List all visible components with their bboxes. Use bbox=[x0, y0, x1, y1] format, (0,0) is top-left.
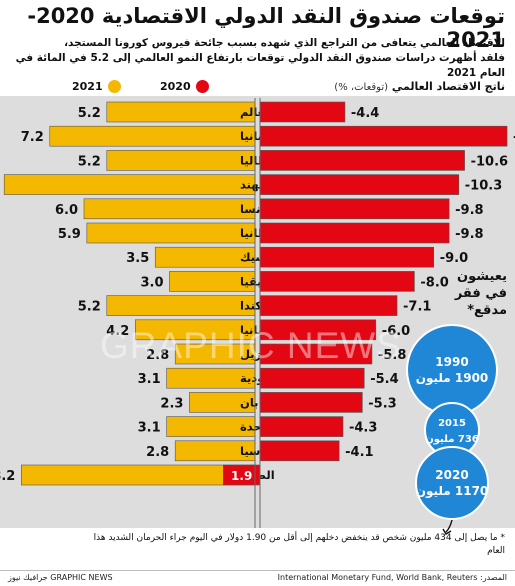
bar-2020 bbox=[259, 319, 377, 341]
credit-text: جرافيك نيوز GRAPHIC NEWS bbox=[8, 573, 113, 582]
data-label-2020: -9.8 bbox=[455, 203, 483, 218]
category-label: كندا bbox=[240, 299, 262, 313]
data-label-2021: 8.2 bbox=[0, 469, 15, 484]
data-label-2020: -10.3 bbox=[465, 179, 502, 194]
bar-2020 bbox=[259, 416, 344, 437]
data-label-2021: 4.2 bbox=[106, 324, 129, 339]
panel-label-unit: (توقعات، %) bbox=[334, 82, 389, 93]
poverty-value: 736 مليون bbox=[425, 434, 479, 445]
data-label-2021: 2.8 bbox=[146, 445, 169, 460]
data-label-2020: -6.0 bbox=[382, 324, 410, 339]
bar-2020 bbox=[259, 440, 340, 462]
panel-label: ناتج الاقتصاد العالمي (توقعات، %) bbox=[334, 80, 505, 93]
bar-2020 bbox=[259, 392, 363, 413]
bar-2021 bbox=[106, 150, 256, 171]
bar-2020 bbox=[259, 198, 450, 220]
poverty-year: 2015 bbox=[438, 418, 466, 429]
bar-2020 bbox=[259, 150, 465, 171]
legend-2021-swatch bbox=[107, 80, 121, 93]
page-title: توقعات صندوق النقد الدولي الاقتصادية 202… bbox=[27, 4, 505, 52]
data-label-2020: -10.6 bbox=[471, 154, 508, 169]
bar-2021 bbox=[135, 319, 256, 341]
poverty-year: 2020 bbox=[435, 468, 468, 482]
data-label-2021: 3.0 bbox=[140, 275, 163, 290]
data-label-2021: 6.0 bbox=[55, 203, 78, 218]
footnote-arrow bbox=[445, 519, 453, 533]
data-label-2021: 5.2 bbox=[78, 106, 101, 121]
subtitle: الاقتصاد العالمي يتعافى من التراجع الذي … bbox=[5, 36, 505, 81]
data-label-2020: -4.3 bbox=[349, 421, 377, 436]
bar-2021 bbox=[86, 222, 256, 244]
data-label-2020: -7.1 bbox=[403, 300, 431, 315]
poverty-bubble bbox=[406, 324, 498, 416]
data-label-2020: -5.3 bbox=[368, 396, 396, 411]
bar-2020 bbox=[259, 367, 365, 389]
bar-2020 bbox=[259, 246, 434, 268]
data-label-2020: -4.1 bbox=[345, 445, 373, 460]
legend-2020-swatch bbox=[195, 80, 209, 93]
poverty-value: 1170 مليون bbox=[416, 484, 489, 499]
footnote-arrow-head bbox=[442, 528, 452, 535]
legend-2021-label: 2021 bbox=[72, 80, 103, 93]
poverty-title: يعيشون في فقر مدقع* bbox=[454, 269, 507, 318]
data-label-2021: 5.2 bbox=[78, 300, 101, 315]
bar-2020 bbox=[259, 125, 508, 147]
bar-2021 bbox=[106, 295, 256, 316]
bar-2021 bbox=[106, 101, 256, 123]
bar-2021 bbox=[49, 125, 256, 147]
data-label-2021: 5.2 bbox=[78, 154, 101, 169]
subtitle-line-2: فلقد أظهرت دراسات صندوق النقد الدولي توق… bbox=[15, 52, 505, 79]
data-label-2020: -12.8 bbox=[513, 130, 515, 145]
bar-2020 bbox=[259, 271, 415, 292]
legend-2020-label: 2020 bbox=[160, 80, 191, 93]
bar-2020 bbox=[259, 222, 450, 244]
data-label-2020: -5.4 bbox=[370, 372, 398, 387]
data-label-2021: 3.1 bbox=[138, 421, 161, 436]
legend-2021: 2021 bbox=[72, 80, 121, 93]
data-label-2021: 3.5 bbox=[126, 251, 149, 266]
poverty-year: 1990 bbox=[435, 355, 468, 369]
bar-2021 bbox=[83, 198, 256, 220]
data-label-2020: -8.0 bbox=[420, 275, 448, 290]
bar-2020 bbox=[259, 343, 373, 365]
growth-chart: 5.2العالم-4.47.2إسبانيا-12.85.2إيطاليا-1… bbox=[0, 96, 515, 535]
subtitle-line-1: الاقتصاد العالمي يتعافى من التراجع الذي … bbox=[64, 37, 505, 49]
data-label-2021: 2.8 bbox=[146, 348, 169, 363]
data-label-2020: -4.4 bbox=[351, 106, 379, 121]
footnote: * ما يصل إلى 434 مليون شخص قد ينخفض دخله… bbox=[93, 533, 505, 556]
poverty-value: 1900 مليون bbox=[416, 371, 489, 386]
data-label-2021: 2.3 bbox=[160, 396, 183, 411]
data-label-2021: 7.2 bbox=[21, 130, 44, 145]
legend-2020: 2020 bbox=[160, 80, 209, 93]
data-label-2020: -9.8 bbox=[455, 227, 483, 242]
footer: المصدر: International Monetary Fund, Wor… bbox=[0, 570, 515, 586]
bar-2021 bbox=[20, 464, 256, 486]
data-label-2020: 1.9 bbox=[231, 469, 252, 483]
poverty-bubble bbox=[415, 446, 489, 520]
bar-2020 bbox=[259, 101, 346, 123]
bar-2021 bbox=[3, 174, 256, 195]
source-text: المصدر: International Monetary Fund, Wor… bbox=[277, 573, 507, 582]
data-label-2020: -9.0 bbox=[440, 251, 468, 266]
bar-2020 bbox=[259, 295, 398, 316]
data-label-2021: 5.9 bbox=[58, 227, 81, 242]
data-label-2021: 3.1 bbox=[138, 372, 161, 387]
panel-label-text: ناتج الاقتصاد العالمي bbox=[391, 80, 505, 93]
bar-2020 bbox=[259, 174, 460, 195]
data-label-2020: -5.8 bbox=[378, 348, 406, 363]
